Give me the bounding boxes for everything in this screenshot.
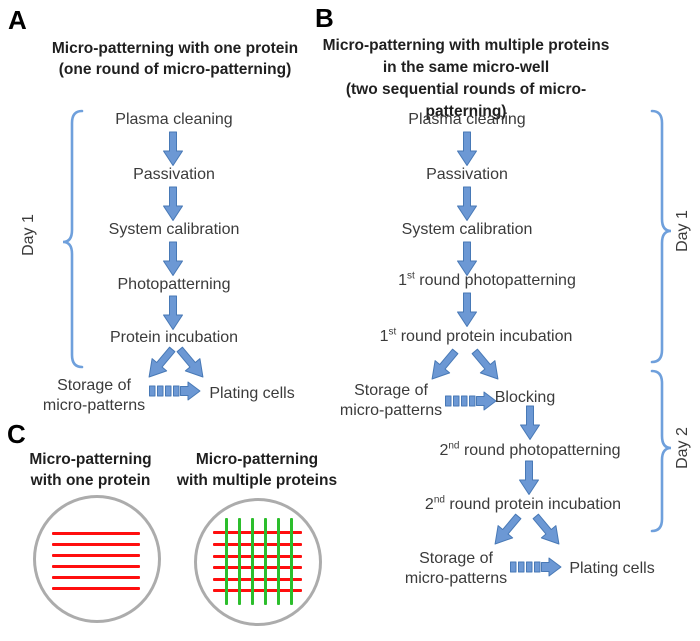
arrow-down-left-icon: [494, 513, 522, 545]
step-plasma-cleaning-a: Plasma cleaning: [115, 111, 233, 128]
micropattern-well-one-protein: [33, 495, 161, 623]
arrow-down-icon: [457, 241, 477, 276]
green-line: [251, 518, 254, 605]
step-round1-photopatterning: 1st round photopatterning: [398, 270, 576, 289]
panel-c-left-title: Micro-patterning with one protein: [29, 451, 152, 489]
day1-bracket-a: [62, 109, 84, 369]
arrow-down-icon: [457, 292, 477, 327]
step-round2-protein-incubation: 2nd round protein incubation: [424, 494, 622, 513]
day1-label-a: Day 1: [20, 214, 37, 256]
step-plasma-cleaning-b: Plasma cleaning: [408, 111, 526, 128]
red-line: [52, 543, 140, 546]
panel-b-title: Micro-patterning with multiple proteins …: [310, 35, 622, 123]
dashed-arrow-right-icon: [510, 557, 562, 577]
green-line: [277, 518, 280, 605]
panel-b-title-line2: in the same micro-well: [382, 59, 550, 76]
panel-c-label: C: [7, 419, 26, 449]
blocking-label: Blocking: [494, 389, 556, 406]
panel-b-title-line3: (two sequential rounds of micro-patterni…: [345, 81, 587, 120]
arrow-down-left-icon: [148, 346, 176, 378]
panel-a-label: A: [8, 5, 27, 35]
day2-label-b: Day 2: [674, 427, 691, 469]
arrow-down-icon: [163, 131, 183, 166]
red-line: [52, 554, 140, 557]
green-line: [290, 518, 293, 605]
arrow-down-icon: [163, 241, 183, 276]
red-line: [52, 565, 140, 568]
panel-a-title: Micro-patterning with one protein (one r…: [23, 38, 327, 80]
red-line: [52, 532, 140, 535]
panel-b-label: B: [315, 3, 334, 33]
arrow-down-icon: [163, 186, 183, 221]
storage-label-a: Storage of micro-patterns: [42, 377, 146, 414]
red-line: [213, 531, 302, 534]
arrow-down-icon: [520, 405, 540, 440]
day1-label-b: Day 1: [674, 210, 691, 252]
red-line: [213, 578, 302, 581]
storage-label-b1: Storage of micro-patterns: [339, 382, 443, 419]
day2-bracket-b: [650, 369, 672, 533]
arrow-down-icon: [519, 460, 539, 495]
arrow-down-right-icon: [471, 348, 499, 380]
panel-a-title-line1: Micro-patterning with one protein: [51, 40, 299, 57]
panel-b-title-line1: Micro-patterning with multiple proteins: [322, 37, 610, 54]
red-line: [52, 576, 140, 579]
step-photopatterning-a: Photopatterning: [117, 276, 231, 293]
step-protein-incubation-a: Protein incubation: [109, 329, 239, 346]
plating-cells-label-b: Plating cells: [569, 560, 655, 577]
step-system-calibration-a: System calibration: [108, 221, 240, 238]
panel-c-right-title: Micro-patterning with multiple proteins: [176, 451, 338, 489]
green-line: [238, 518, 241, 605]
red-line: [213, 589, 302, 592]
arrow-down-icon: [163, 295, 183, 330]
step-passivation-b: Passivation: [426, 166, 508, 183]
green-line: [225, 518, 228, 605]
red-line: [213, 555, 302, 558]
red-line: [52, 587, 140, 590]
step-round2-photopatterning: 2nd round photopatterning: [439, 440, 621, 459]
arrow-down-right-icon: [532, 513, 560, 545]
arrow-down-icon: [457, 131, 477, 166]
green-line: [264, 518, 267, 605]
panel-a-title-line2: (one round of micro-patterning): [58, 61, 292, 78]
dashed-arrow-right-icon: [445, 391, 497, 411]
micropattern-well-multiple-proteins: [194, 498, 322, 626]
dashed-arrow-right-icon: [149, 381, 201, 401]
red-line: [213, 566, 302, 569]
red-line: [213, 543, 302, 546]
storage-label-b2: Storage of micro-patterns: [404, 550, 508, 587]
day1-bracket-b: [650, 109, 672, 364]
step-system-calibration-b: System calibration: [401, 221, 533, 238]
step-round1-protein-incubation: 1st round protein incubation: [379, 326, 573, 345]
arrow-down-right-icon: [176, 346, 204, 378]
plating-cells-label-a: Plating cells: [209, 385, 295, 402]
arrow-down-icon: [457, 186, 477, 221]
step-passivation-a: Passivation: [133, 166, 215, 183]
arrow-down-left-icon: [431, 348, 459, 380]
